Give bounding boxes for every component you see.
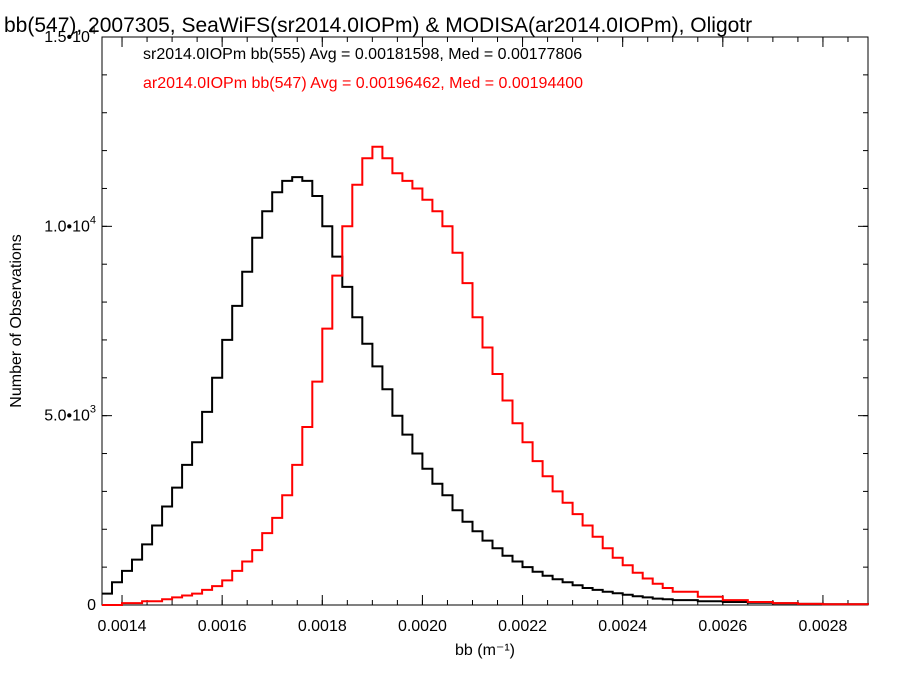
series-line-1 (102, 176, 869, 606)
chart-title: bb(547), 2007305, SeaWiFS(sr2014.0IOPm) … (4, 14, 752, 37)
y-tick-label: 0 (87, 597, 96, 614)
legend-entry-2: ar2014.0IOPm bb(547) Avg = 0.00196462, M… (143, 75, 583, 92)
legend: sr2014.0IOPm bb(555) Avg = 0.00181598, M… (143, 46, 583, 92)
legend-entry-1: sr2014.0IOPm bb(555) Avg = 0.00181598, M… (143, 46, 582, 63)
y-tick-label: 1.0•104 (44, 214, 96, 235)
x-tick-label: 0.0016 (198, 618, 247, 635)
y-axis-label: Number of Observations (8, 234, 25, 407)
x-tick-label: 0.0018 (298, 618, 347, 635)
x-tick-label: 0.0022 (498, 618, 547, 635)
x-tick-label: 0.0020 (398, 618, 447, 635)
x-tick-label: 0.0026 (698, 618, 747, 635)
y-tick-label: 1.5•104 (44, 25, 96, 46)
axes: 0.0014 0.0016 0.0018 0.0020 0.0022 0.0024 0.00… (44, 25, 868, 635)
y-tick-label: 5.0•103 (44, 404, 96, 425)
x-axis-label: bb (m⁻¹) (455, 642, 515, 659)
x-tick-label: 0.0028 (798, 618, 847, 635)
series-line-2 (102, 145, 869, 606)
plot-area-frame (101, 36, 869, 606)
series-layer (102, 145, 869, 606)
x-tick-label: 0.0024 (598, 618, 647, 635)
x-tick-label: 0.0014 (98, 618, 147, 635)
